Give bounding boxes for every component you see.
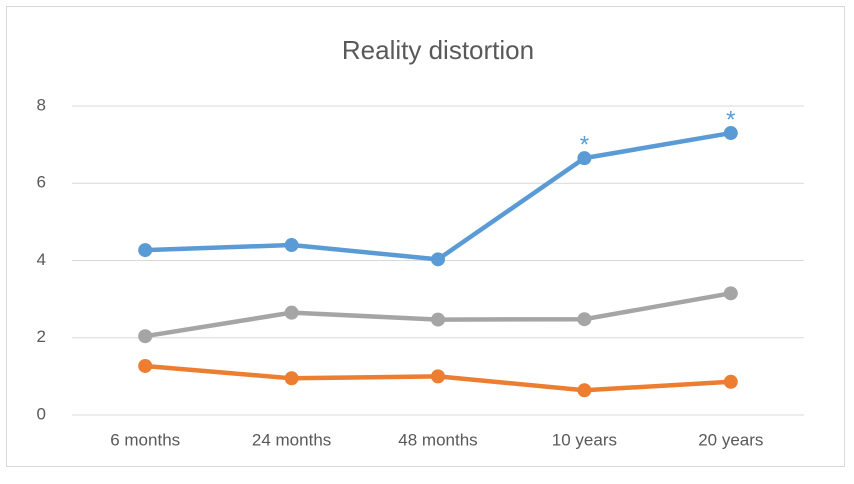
annotation: * [580,131,589,158]
x-tick-label: 48 months [398,430,477,449]
point [138,358,153,373]
point [284,371,299,386]
point [431,252,445,267]
point [138,329,153,344]
point [138,243,153,258]
chart-border [6,6,845,467]
point [284,305,299,320]
x-tick-label: 20 years [698,430,763,449]
point [577,383,592,398]
point [577,312,592,327]
x-tick-label: 10 years [552,430,617,449]
y-tick-label: 8 [37,95,46,114]
x-tick-label: 24 months [252,430,331,449]
point [723,126,738,141]
x-tick-label: 6 months [110,430,180,449]
y-tick-label: 2 [37,327,46,346]
point [723,286,738,301]
point [284,238,299,253]
point [723,374,738,389]
point [431,312,445,327]
y-tick-label: 4 [37,250,46,269]
point [431,369,445,384]
y-tick-label: 6 [37,173,46,192]
y-tick-label: 0 [37,404,46,423]
point [577,151,592,166]
annotation: * [726,106,735,133]
chart-title: Reality distortion [342,35,534,65]
